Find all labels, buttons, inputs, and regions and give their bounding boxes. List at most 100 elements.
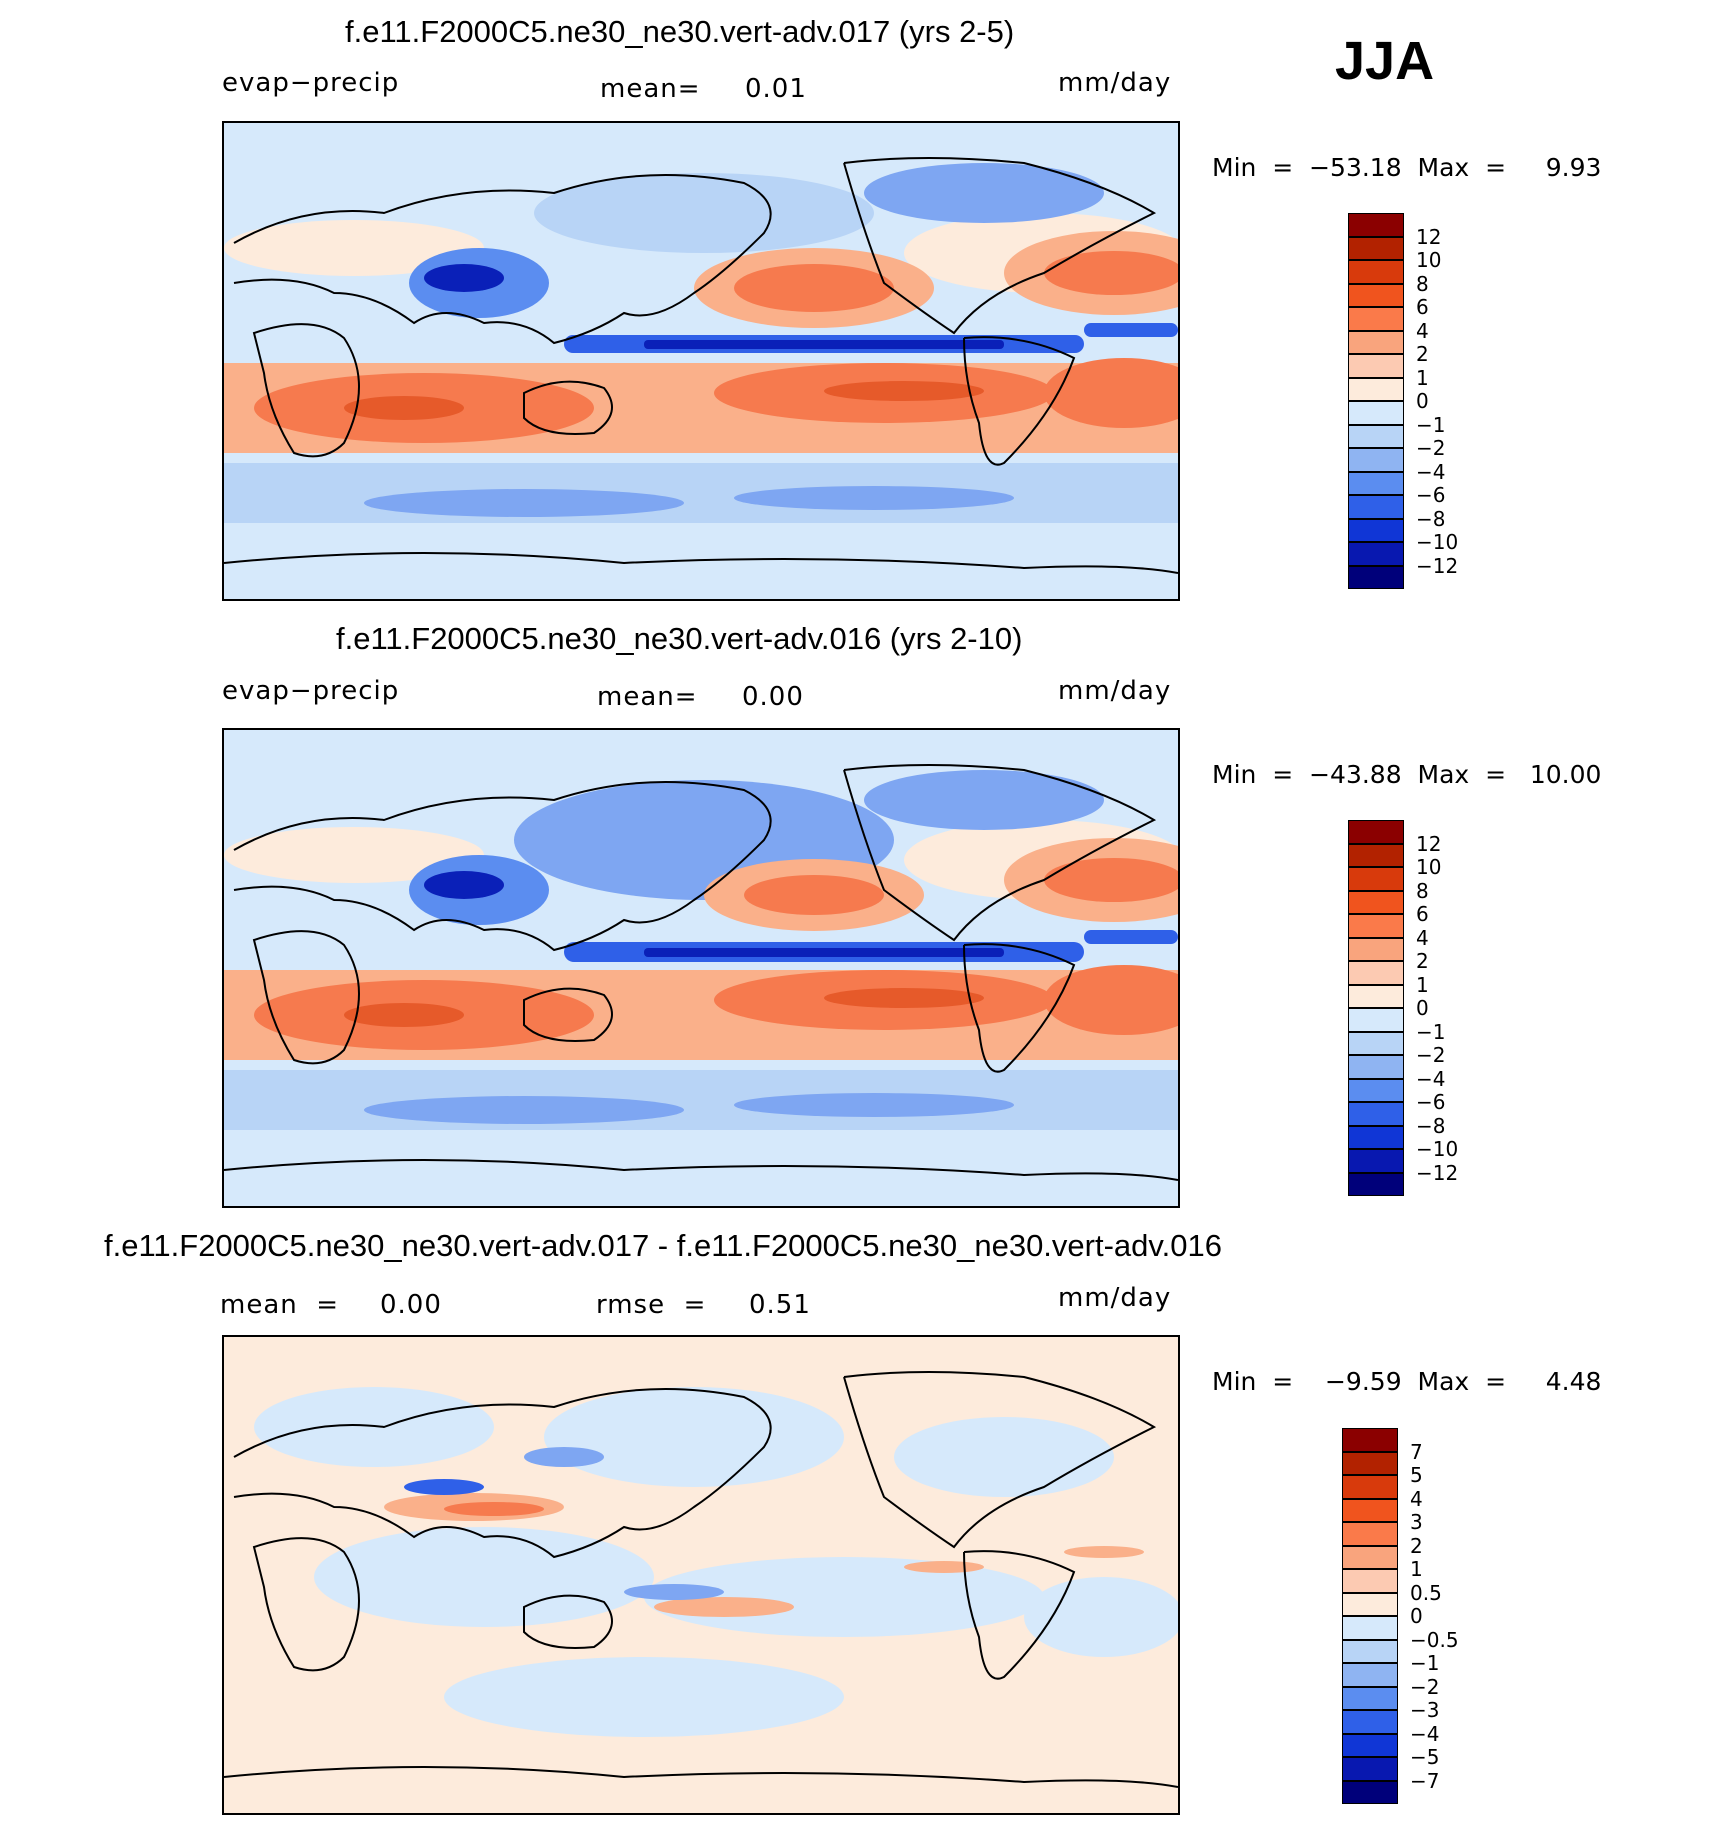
colorbar-swatch [1348,1172,1404,1196]
colorbar-swatch [1342,1710,1398,1734]
panel-1-mean-value: 0.01 [745,74,807,104]
colorbar-swatch [1348,330,1404,354]
colorbar-swatch [1348,236,1404,260]
colorbar-swatch [1348,1102,1404,1126]
panel-3-mean-value: 0.00 [380,1290,442,1320]
colorbar-swatch [1348,213,1404,237]
panel-2-variable-label: evap−precip [222,676,400,706]
colorbar-swatch [1348,424,1404,448]
colorbar-tick-label: 2 [1416,342,1429,366]
colorbar-tick-label: −12 [1416,1160,1459,1185]
colorbar-swatch [1348,471,1404,495]
colorbar-tick-label: 0 [1416,996,1429,1020]
colorbar-tick-label: 0 [1410,1604,1423,1628]
colorbar-swatch [1342,1428,1398,1452]
colorbar-swatch [1342,1522,1398,1546]
colorbar-swatch [1348,260,1404,284]
panel-1-title: f.e11.F2000C5.ne30_ne30.vert-adv.017 (yr… [345,14,1015,49]
colorbar-tick-label: −10 [1416,1137,1459,1161]
panel-2-units: mm/day [1058,676,1172,706]
colorbar-tick-label: −6 [1416,483,1446,507]
panel-3-mean-label: mean = [220,1290,340,1320]
panel-2-map-canvas [224,730,1178,1206]
colorbar-tick-label: 8 [1416,271,1429,296]
colorbar-swatch [1348,843,1404,867]
colorbar-swatch [1342,1616,1398,1640]
colorbar-tick-label: 10 [1416,855,1442,879]
colorbar-tick-label: −2 [1416,1043,1446,1067]
colorbar-tick-label: 7 [1410,1439,1423,1464]
panel-3-title: f.e11.F2000C5.ne30_ne30.vert-adv.017 - f… [104,1228,1222,1263]
colorbar-swatch [1348,937,1404,961]
panel-2-mean-value: 0.00 [742,682,804,712]
panel-2-map [222,728,1180,1208]
colorbar-swatch [1342,1639,1398,1663]
colorbar-tick-label: 0 [1416,389,1429,413]
colorbar-tick-label: 4 [1416,925,1429,950]
panel-3-rmse-label: rmse = [596,1290,707,1320]
colorbar-swatch [1342,1757,1398,1781]
colorbar-tick-label: −4 [1410,1721,1440,1746]
colorbar-tick-label: 2 [1416,949,1429,973]
colorbar-tick-label: 4 [1410,1486,1423,1511]
colorbar-swatch [1348,867,1404,891]
colorbar-swatch [1342,1498,1398,1522]
colorbar-swatch [1348,1078,1404,1102]
colorbar-tick-label: 1 [1416,365,1429,390]
colorbar-tick-label: −4 [1416,459,1446,484]
season-label: JJA [1335,31,1435,91]
colorbar-tick-label: 3 [1410,1510,1423,1534]
panel-3-map [222,1335,1180,1815]
colorbar-swatch [1348,1149,1404,1173]
colorbar-swatch [1348,354,1404,378]
colorbar-swatch [1348,1008,1404,1032]
colorbar-swatch [1348,1125,1404,1149]
colorbar-tick-label: −8 [1416,506,1446,531]
colorbar-tick-label: −10 [1416,530,1459,554]
panel-1-minmax: Min = −53.18 Max = 9.93 [1212,153,1602,182]
colorbar-swatch [1348,961,1404,985]
colorbar-tick-label: −7 [1410,1768,1440,1793]
colorbar-swatch [1342,1475,1398,1499]
colorbar-tick-label: 8 [1416,878,1429,903]
colorbar-swatch [1348,448,1404,472]
colorbar-tick-label: −3 [1410,1698,1440,1722]
colorbar-tick-label: 12 [1416,831,1442,856]
panel-3-rmse-value: 0.51 [749,1290,811,1320]
panel-3-units: mm/day [1058,1283,1172,1313]
colorbar-tick-label: 5 [1410,1463,1423,1487]
colorbar-tick-label: 6 [1416,295,1429,319]
colorbar-swatch [1342,1451,1398,1475]
colorbar-swatch [1342,1663,1398,1687]
colorbar-tick-label: −2 [1416,436,1446,460]
colorbar-tick-label: 10 [1416,248,1442,272]
colorbar-swatch [1348,1031,1404,1055]
panel-2-minmax: Min = −43.88 Max = 10.00 [1212,760,1602,789]
colorbar-swatch [1348,1055,1404,1079]
colorbar-swatch [1342,1733,1398,1757]
colorbar-swatch [1342,1592,1398,1616]
colorbar-tick-label: −0.5 [1410,1627,1459,1652]
colorbar-tick-label: −4 [1416,1066,1446,1091]
colorbar-swatch [1348,914,1404,938]
colorbar-tick-label: −1 [1416,1019,1446,1044]
panel-1-variable-label: evap−precip [222,68,400,98]
panel-1-map-canvas [224,123,1178,599]
panel-2-title: f.e11.F2000C5.ne30_ne30.vert-adv.016 (yr… [336,621,1023,656]
colorbar-swatch [1348,377,1404,401]
colorbar-swatch [1348,984,1404,1008]
colorbar-tick-label: −1 [1410,1651,1440,1675]
colorbar-swatch [1348,542,1404,566]
panel-1-map [222,121,1180,601]
colorbar-swatch [1348,820,1404,844]
colorbar-tick-label: −6 [1416,1090,1446,1114]
colorbar-swatch [1348,283,1404,307]
panel-3-map-canvas [224,1337,1178,1813]
panel-1-mean-label: mean= [600,74,701,104]
colorbar-swatch [1348,518,1404,542]
colorbar-swatch [1342,1545,1398,1569]
panel-3-minmax: Min = −9.59 Max = 4.48 [1212,1367,1602,1396]
colorbar-tick-label: 12 [1416,224,1442,249]
colorbar-swatch [1342,1780,1398,1804]
colorbar-tick-label: 4 [1416,318,1429,343]
